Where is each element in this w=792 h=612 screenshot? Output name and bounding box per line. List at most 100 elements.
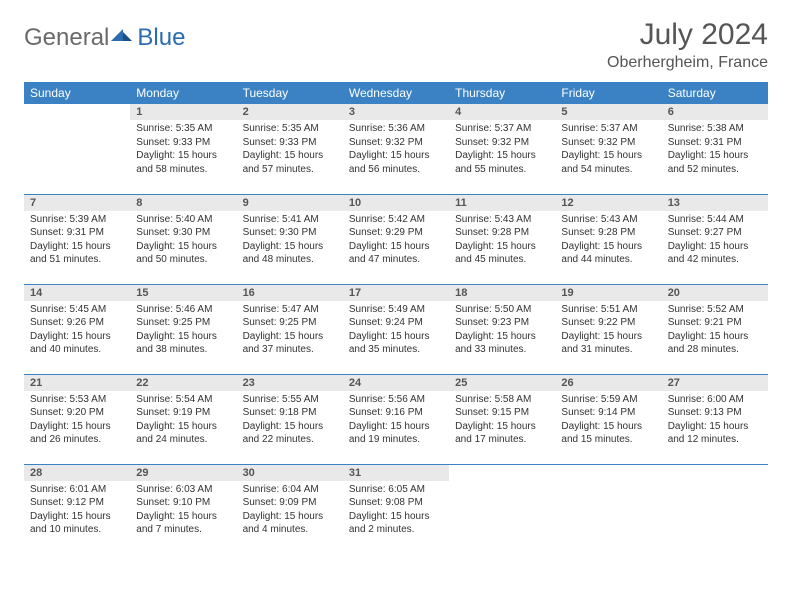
logo-text-blue: Blue [137,24,185,52]
day-cell: 23Sunrise: 5:55 AMSunset: 9:18 PMDayligh… [237,374,343,464]
day-content: Sunrise: 5:56 AMSunset: 9:16 PMDaylight:… [343,391,449,451]
sunrise-line: Sunrise: 5:40 AM [136,213,230,227]
day-content: Sunrise: 5:59 AMSunset: 9:14 PMDaylight:… [555,391,661,451]
sunrise-line: Sunrise: 5:45 AM [30,303,124,317]
sunrise-line: Sunrise: 5:35 AM [243,122,337,136]
daylight-line: Daylight: 15 hours and 40 minutes. [30,330,124,357]
day-cell: 31Sunrise: 6:05 AMSunset: 9:08 PMDayligh… [343,464,449,554]
sunset-line: Sunset: 9:30 PM [243,226,337,240]
weekday-header: Saturday [662,82,768,104]
sunrise-line: Sunrise: 5:42 AM [349,213,443,227]
day-number: 27 [662,375,768,391]
sunset-line: Sunset: 9:32 PM [455,136,549,150]
calendar-row: 14Sunrise: 5:45 AMSunset: 9:26 PMDayligh… [24,284,768,374]
day-cell: 4Sunrise: 5:37 AMSunset: 9:32 PMDaylight… [449,104,555,194]
day-cell: 22Sunrise: 5:54 AMSunset: 9:19 PMDayligh… [130,374,236,464]
day-content: Sunrise: 6:01 AMSunset: 9:12 PMDaylight:… [24,481,130,541]
sunrise-line: Sunrise: 5:59 AM [561,393,655,407]
weekday-header: Monday [130,82,236,104]
day-cell: 21Sunrise: 5:53 AMSunset: 9:20 PMDayligh… [24,374,130,464]
day-number: 28 [24,465,130,481]
daylight-line: Daylight: 15 hours and 38 minutes. [136,330,230,357]
day-content: Sunrise: 5:43 AMSunset: 9:28 PMDaylight:… [555,211,661,271]
calendar-head: SundayMondayTuesdayWednesdayThursdayFrid… [24,82,768,104]
daylight-line: Daylight: 15 hours and 48 minutes. [243,240,337,267]
day-cell: 1Sunrise: 5:35 AMSunset: 9:33 PMDaylight… [130,104,236,194]
day-cell: 8Sunrise: 5:40 AMSunset: 9:30 PMDaylight… [130,194,236,284]
sunrise-line: Sunrise: 5:50 AM [455,303,549,317]
day-number: 2 [237,104,343,120]
day-content: Sunrise: 6:04 AMSunset: 9:09 PMDaylight:… [237,481,343,541]
day-content: Sunrise: 5:37 AMSunset: 9:32 PMDaylight:… [555,120,661,180]
day-cell: 10Sunrise: 5:42 AMSunset: 9:29 PMDayligh… [343,194,449,284]
day-content: Sunrise: 5:36 AMSunset: 9:32 PMDaylight:… [343,120,449,180]
day-number: 9 [237,195,343,211]
day-number: 7 [24,195,130,211]
sunset-line: Sunset: 9:31 PM [30,226,124,240]
day-number: 29 [130,465,236,481]
day-cell: 13Sunrise: 5:44 AMSunset: 9:27 PMDayligh… [662,194,768,284]
daylight-line: Daylight: 15 hours and 12 minutes. [668,420,762,447]
calendar-row: 21Sunrise: 5:53 AMSunset: 9:20 PMDayligh… [24,374,768,464]
day-number: 24 [343,375,449,391]
day-cell: 16Sunrise: 5:47 AMSunset: 9:25 PMDayligh… [237,284,343,374]
day-number: 15 [130,285,236,301]
sunrise-line: Sunrise: 5:36 AM [349,122,443,136]
sunrise-line: Sunrise: 5:41 AM [243,213,337,227]
day-number: 30 [237,465,343,481]
daylight-line: Daylight: 15 hours and 33 minutes. [455,330,549,357]
sunset-line: Sunset: 9:13 PM [668,406,762,420]
empty-cell: . [24,104,130,194]
day-content: Sunrise: 5:46 AMSunset: 9:25 PMDaylight:… [130,301,236,361]
day-cell: 5Sunrise: 5:37 AMSunset: 9:32 PMDaylight… [555,104,661,194]
day-content: Sunrise: 5:58 AMSunset: 9:15 PMDaylight:… [449,391,555,451]
daylight-line: Daylight: 15 hours and 57 minutes. [243,149,337,176]
sunrise-line: Sunrise: 5:38 AM [668,122,762,136]
weekday-header: Friday [555,82,661,104]
day-number: 31 [343,465,449,481]
day-content: Sunrise: 6:05 AMSunset: 9:08 PMDaylight:… [343,481,449,541]
sunrise-line: Sunrise: 5:43 AM [561,213,655,227]
daylight-line: Daylight: 15 hours and 24 minutes. [136,420,230,447]
day-cell: 25Sunrise: 5:58 AMSunset: 9:15 PMDayligh… [449,374,555,464]
daylight-line: Daylight: 15 hours and 15 minutes. [561,420,655,447]
day-number: 20 [662,285,768,301]
daylight-line: Daylight: 15 hours and 58 minutes. [136,149,230,176]
daylight-line: Daylight: 15 hours and 50 minutes. [136,240,230,267]
sunset-line: Sunset: 9:18 PM [243,406,337,420]
day-cell: 15Sunrise: 5:46 AMSunset: 9:25 PMDayligh… [130,284,236,374]
sunset-line: Sunset: 9:09 PM [243,496,337,510]
day-number: 11 [449,195,555,211]
weekday-header: Tuesday [237,82,343,104]
sunrise-line: Sunrise: 5:43 AM [455,213,549,227]
sunrise-line: Sunrise: 5:55 AM [243,393,337,407]
day-content: Sunrise: 5:43 AMSunset: 9:28 PMDaylight:… [449,211,555,271]
sunrise-line: Sunrise: 5:35 AM [136,122,230,136]
day-cell: 3Sunrise: 5:36 AMSunset: 9:32 PMDaylight… [343,104,449,194]
empty-cell: . [449,464,555,554]
logo-text-general: General [24,24,109,52]
day-number: 4 [449,104,555,120]
sunrise-line: Sunrise: 5:56 AM [349,393,443,407]
month-title: July 2024 [607,18,768,52]
header: General Blue July 2024 Oberhergheim, Fra… [24,18,768,72]
sunrise-line: Sunrise: 5:49 AM [349,303,443,317]
calendar-row: 7Sunrise: 5:39 AMSunset: 9:31 PMDaylight… [24,194,768,284]
sunrise-line: Sunrise: 5:58 AM [455,393,549,407]
day-number: 26 [555,375,661,391]
sunset-line: Sunset: 9:25 PM [136,316,230,330]
day-number: 21 [24,375,130,391]
daylight-line: Daylight: 15 hours and 4 minutes. [243,510,337,537]
weekday-row: SundayMondayTuesdayWednesdayThursdayFrid… [24,82,768,104]
day-content: Sunrise: 5:35 AMSunset: 9:33 PMDaylight:… [130,120,236,180]
sunrise-line: Sunrise: 5:53 AM [30,393,124,407]
sunrise-line: Sunrise: 5:47 AM [243,303,337,317]
sunrise-line: Sunrise: 5:52 AM [668,303,762,317]
sunset-line: Sunset: 9:27 PM [668,226,762,240]
sunrise-line: Sunrise: 6:04 AM [243,483,337,497]
calendar-row: 28Sunrise: 6:01 AMSunset: 9:12 PMDayligh… [24,464,768,554]
day-number: 10 [343,195,449,211]
sunset-line: Sunset: 9:15 PM [455,406,549,420]
flag-icon [111,27,133,50]
weekday-header: Wednesday [343,82,449,104]
